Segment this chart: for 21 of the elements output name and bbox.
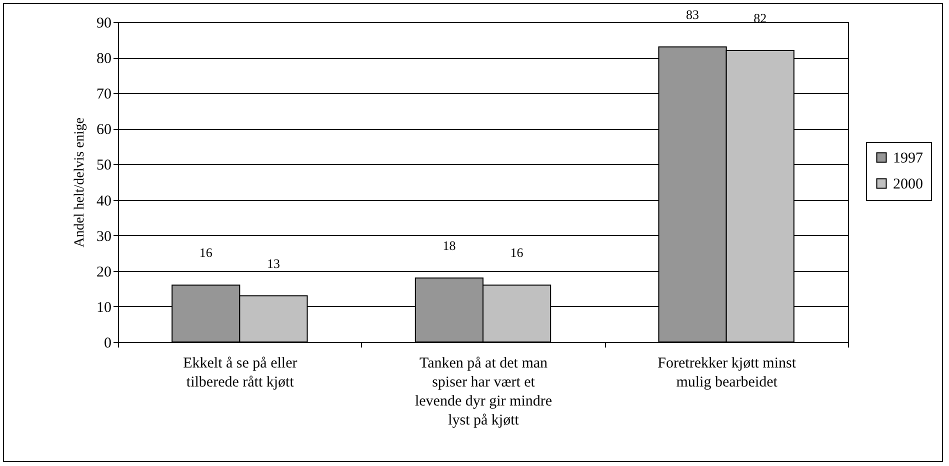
- y-tick-label: 40: [96, 193, 112, 210]
- data-label: 83: [686, 6, 700, 22]
- y-axis-title: Andel helt/delvis enige: [72, 118, 88, 248]
- y-tick-label: 0: [104, 336, 112, 352]
- x-tick-label: Foretrekker kjøtt minst mulig bearbeidet: [658, 356, 797, 390]
- legend-label: 1997: [893, 150, 924, 166]
- y-tick-label: 20: [96, 264, 112, 280]
- legend-label: 2000: [893, 176, 923, 192]
- y-tick-label: 10: [96, 300, 112, 316]
- y-tick-label: 50: [96, 158, 112, 174]
- x-tick-label: Tanken på at det man spiser har vært et levende dyr gir mindre lyst på kjøtt: [414, 356, 552, 428]
- y-tick-label: 30: [96, 228, 112, 245]
- x-tick-label: Ekkelt å se på eller tilberede rått kjøtt: [183, 356, 298, 390]
- data-label: 16: [510, 245, 524, 260]
- y-tick-label: 60: [96, 122, 112, 138]
- data-label: 18: [442, 238, 456, 253]
- y-tick-label: 70: [96, 86, 112, 103]
- y-tick-label: 80: [96, 51, 112, 68]
- y-tick-label: 90: [96, 16, 112, 32]
- data-label: 13: [266, 256, 280, 271]
- data-label: 16: [199, 245, 213, 260]
